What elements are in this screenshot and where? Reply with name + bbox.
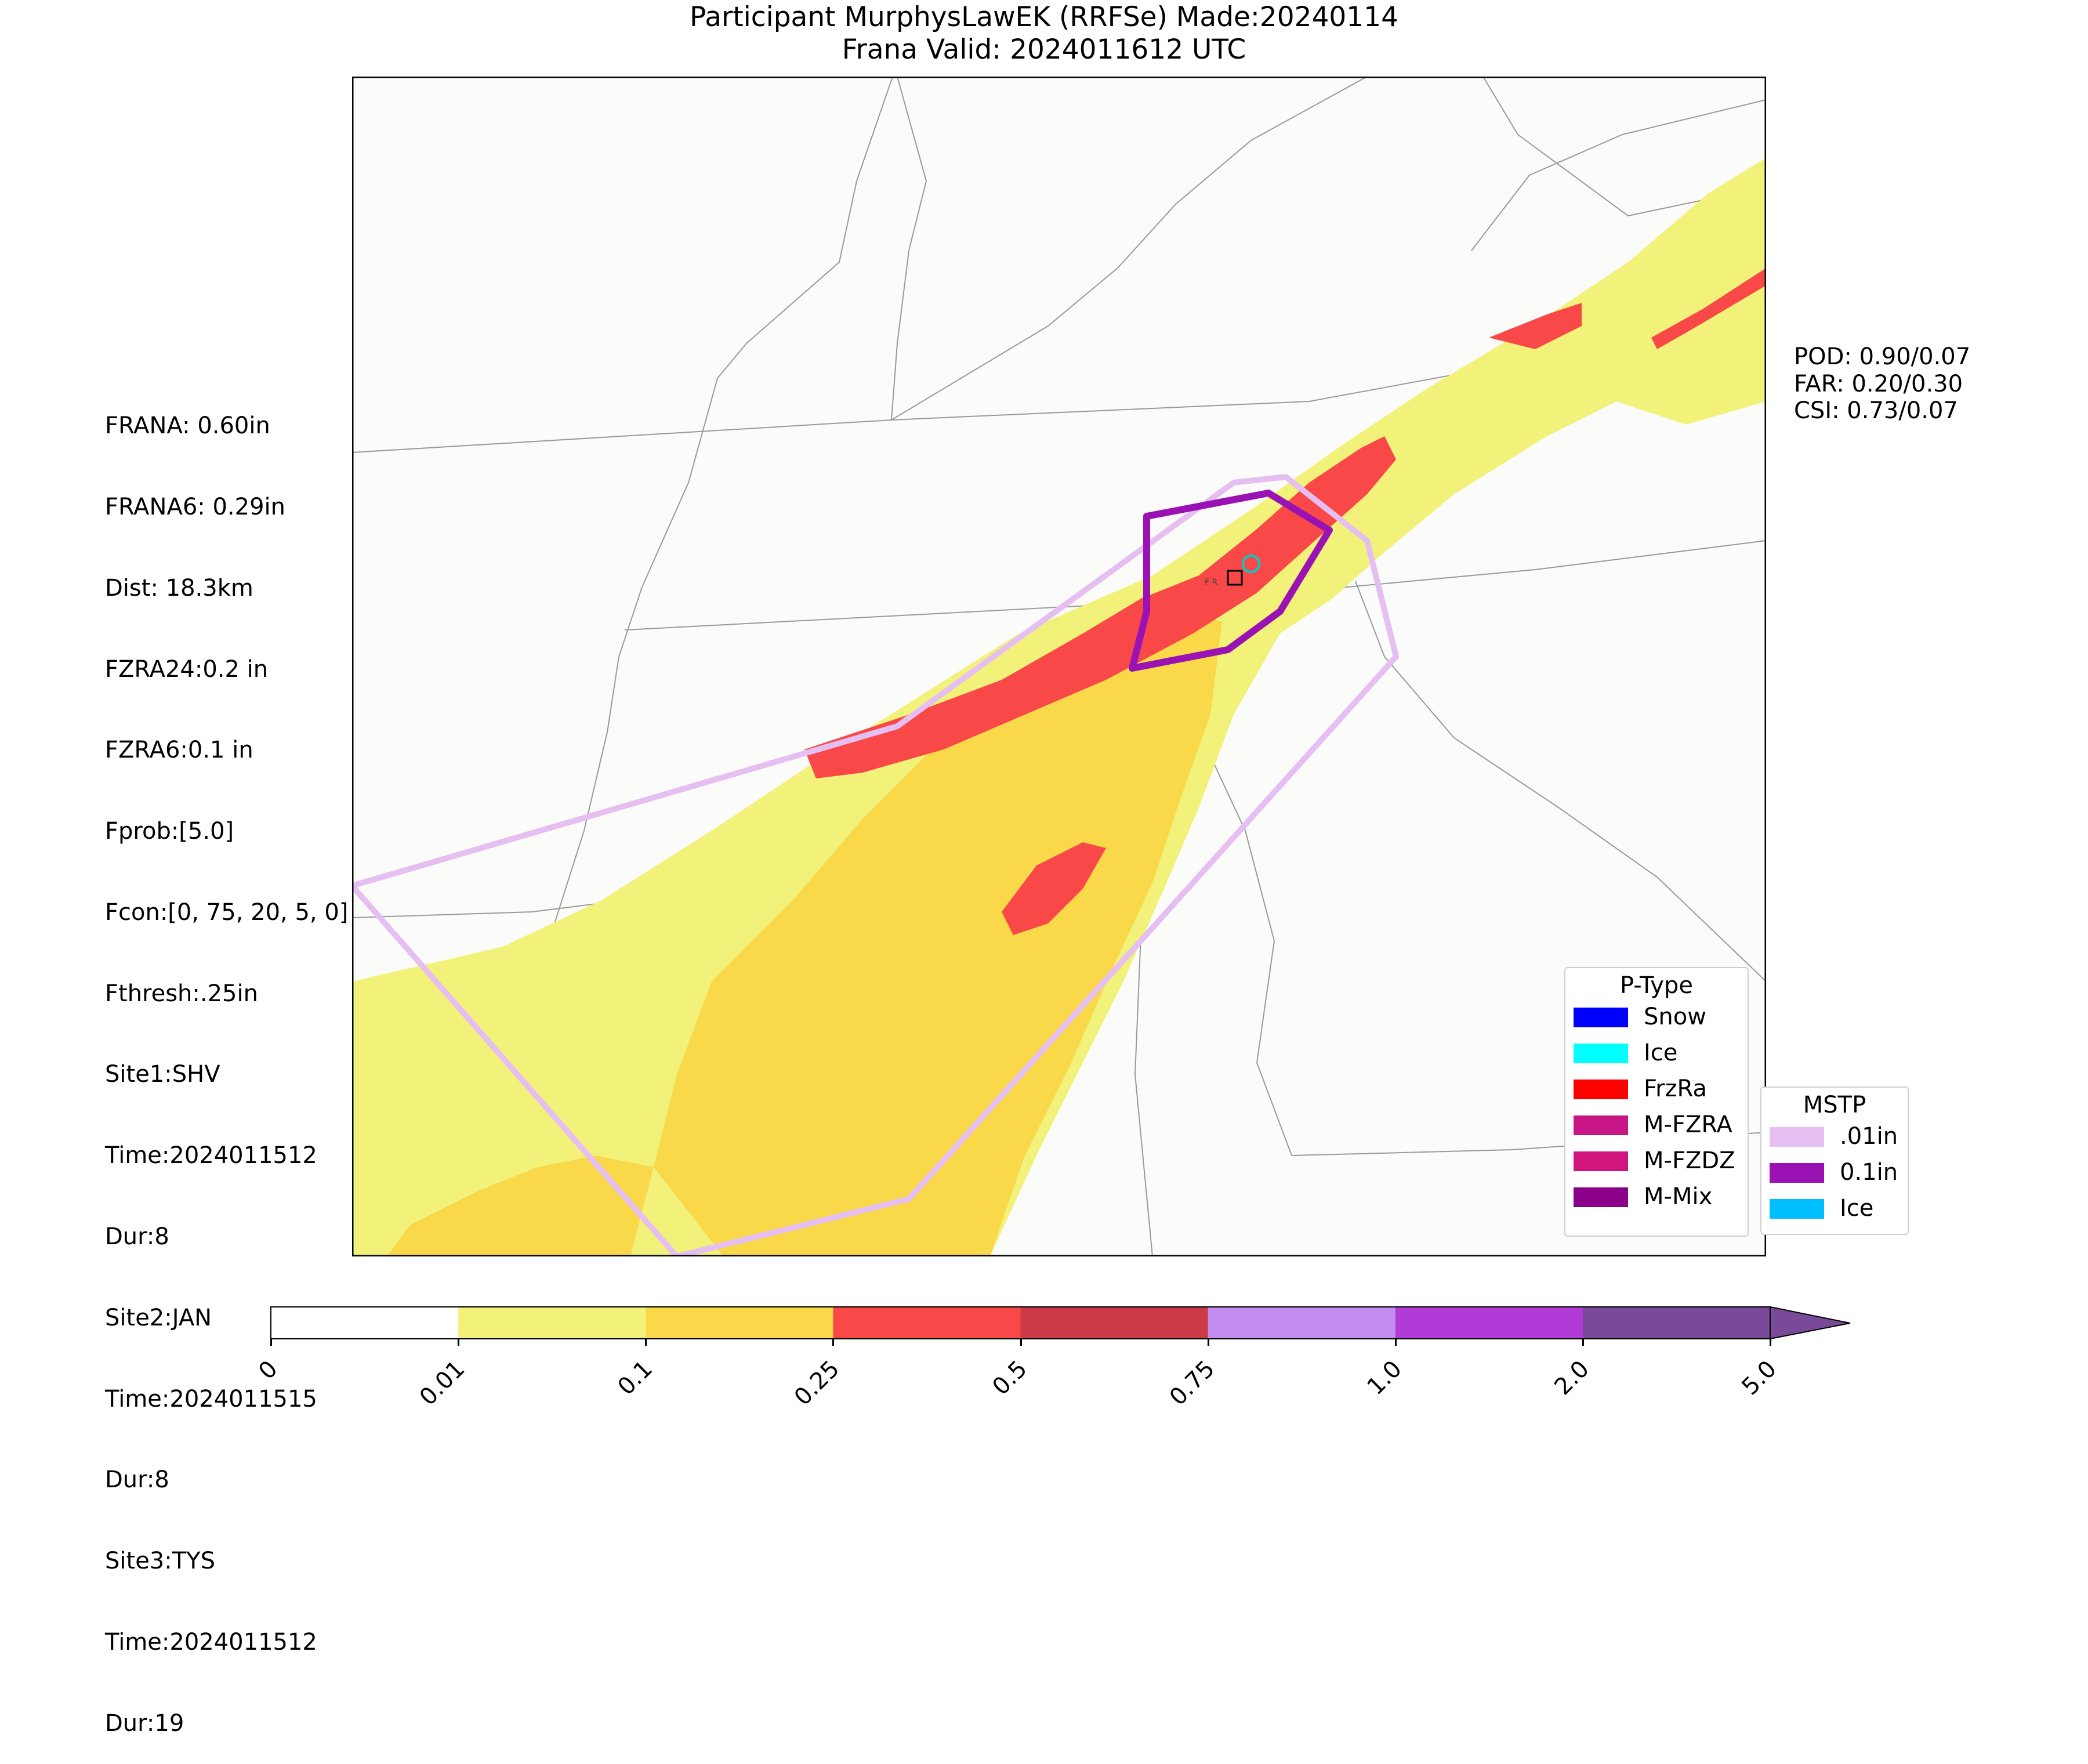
colorbar-tick-label: 0.5 <box>987 1355 1032 1401</box>
colorbar-tick-label: 2.0 <box>1549 1355 1595 1401</box>
mstp-legend-label: 0.1in <box>1840 1159 1898 1186</box>
precip-field <box>352 158 1766 1256</box>
mstp-01in-swatch <box>1770 1127 1824 1147</box>
ptype-legend-item: M-FZDZ <box>1565 1143 1748 1179</box>
colorbar-tick-mark <box>458 1339 460 1346</box>
snow-swatch <box>1574 1008 1628 1027</box>
mstp-0p1in-swatch <box>1770 1163 1824 1183</box>
stat-pod: POD: 0.90/0.07 <box>1794 343 1971 370</box>
stat-csi: CSI: 0.73/0.07 <box>1794 397 1958 425</box>
stat-fprob: Fprob:[5.0] <box>105 818 234 845</box>
mstp-legend-label: .01in <box>1840 1123 1898 1150</box>
stat-fthresh: Fthresh:.25in <box>105 980 258 1007</box>
colorbar-tick-mark <box>832 1339 835 1346</box>
frzra-swatch <box>1574 1080 1628 1099</box>
m-mix-swatch <box>1574 1187 1628 1207</box>
mstp-ice-swatch <box>1770 1199 1824 1219</box>
colorbar-segment <box>1582 1307 1771 1339</box>
stat-site3-dur: Dur:19 <box>105 1709 184 1737</box>
ptype-legend-label: Snow <box>1644 1004 1706 1030</box>
mstp-legend-label: Ice <box>1840 1195 1874 1222</box>
left-stats-panel: FRANA: 0.60in FRANA6: 0.29in Dist: 18.3k… <box>105 358 348 1764</box>
site-marker <box>1227 570 1243 586</box>
colorbar-tick-mark <box>645 1339 647 1346</box>
ptype-legend-label: M-FZRA <box>1644 1111 1732 1138</box>
colorbar-tick-label: 1.0 <box>1362 1355 1408 1401</box>
mstp-legend: MSTP .01in 0.1in Ice <box>1760 1086 1909 1235</box>
colorbar-tick-mark <box>1020 1339 1022 1346</box>
mstp-0p1in-outline <box>1129 490 1333 672</box>
colorbar-segments <box>271 1307 1771 1339</box>
ptype-legend-title: P-Type <box>1620 972 1693 999</box>
stat-site1-time: Time:2024011512 <box>105 1142 317 1169</box>
figure-title-line2: Frana Valid: 2024011612 UTC <box>842 34 1246 66</box>
ptype-legend-label: Ice <box>1644 1039 1678 1066</box>
colorbar-segment <box>1395 1307 1583 1339</box>
colorbar <box>270 1306 1851 1340</box>
ptype-legend-item: FrzRa <box>1565 1071 1748 1107</box>
mstp-legend-item: 0.1in <box>1761 1155 1908 1191</box>
stat-dist: Dist: 18.3km <box>105 574 253 602</box>
ptype-legend: P-Type Snow Ice FrzRa M-FZRA M-FZDZ M-Mi… <box>1564 967 1749 1237</box>
colorbar-tick-label: 0.25 <box>789 1355 845 1411</box>
stat-fcon: Fcon:[0, 75, 20, 5, 0] <box>105 899 349 926</box>
right-stats-panel: POD: 0.90/0.07 FAR: 0.20/0.30 CSI: 0.73/… <box>1794 343 1970 425</box>
site-label: F R <box>1205 578 1218 587</box>
stat-site3: Site3:TYS <box>105 1548 215 1575</box>
ptype-legend-item: Snow <box>1565 999 1748 1035</box>
colorbar-segment <box>833 1307 1021 1339</box>
colorbar-tick-mark <box>270 1339 272 1346</box>
mstp-legend-title: MSTP <box>1803 1092 1866 1118</box>
stat-site2-dur: Dur:8 <box>105 1466 169 1494</box>
stat-site3-time: Time:2024011512 <box>105 1628 317 1656</box>
map-panel: F R <box>352 77 1766 1256</box>
ice-observation-marker <box>1242 555 1260 573</box>
colorbar-segment <box>1208 1307 1396 1339</box>
colorbar-tick-mark <box>1770 1339 1771 1346</box>
colorbar-segment <box>458 1307 646 1339</box>
ptype-legend-label: M-FZDZ <box>1644 1147 1735 1174</box>
m-fzra-swatch <box>1574 1115 1628 1135</box>
stat-frana6: FRANA6: 0.29in <box>105 493 285 520</box>
mstp-legend-item: .01in <box>1761 1119 1908 1155</box>
ptype-legend-item: Ice <box>1565 1035 1748 1071</box>
stat-site1: Site1:SHV <box>105 1061 220 1088</box>
colorbar-segment <box>646 1307 833 1339</box>
stat-far: FAR: 0.20/0.30 <box>1794 370 1963 397</box>
stat-site1-dur: Dur:8 <box>105 1223 169 1250</box>
colorbar-tick-mark <box>1582 1339 1584 1346</box>
mstp-01in-outline <box>352 474 1399 1256</box>
ptype-legend-label: M-Mix <box>1644 1183 1713 1210</box>
ptype-legend-item: M-FZRA <box>1565 1107 1748 1143</box>
colorbar-tick-label: 0.01 <box>414 1355 470 1411</box>
stat-site2: Site2:JAN <box>105 1304 212 1331</box>
m-fzdz-swatch <box>1574 1151 1628 1171</box>
colorbar-tick-label: 5.0 <box>1737 1355 1782 1401</box>
ptype-legend-label: FrzRa <box>1644 1075 1707 1102</box>
figure-title-line1: Participant MurphysLawEK (RRFSe) Made:20… <box>689 1 1399 33</box>
stat-site2-time: Time:2024011515 <box>105 1385 317 1412</box>
colorbar-tick-label: 0.75 <box>1164 1355 1220 1411</box>
colorbar-segment <box>1020 1307 1209 1339</box>
ptype-legend-item: M-Mix <box>1565 1179 1748 1215</box>
stat-fzra6: FZRA6:0.1 in <box>105 737 253 764</box>
mstp-legend-item: Ice <box>1761 1191 1908 1227</box>
stat-frana: FRANA: 0.60in <box>105 412 270 440</box>
colorbar-segment <box>271 1307 459 1339</box>
colorbar-tick-label: 0.1 <box>612 1355 658 1401</box>
colorbar-tick-mark <box>1394 1339 1397 1346</box>
colorbar-tick-mark <box>1207 1339 1209 1346</box>
ice-swatch <box>1574 1044 1628 1063</box>
colorbar-extend-arrow <box>1770 1306 1851 1340</box>
stat-fzra24: FZRA24:0.2 in <box>105 655 269 683</box>
